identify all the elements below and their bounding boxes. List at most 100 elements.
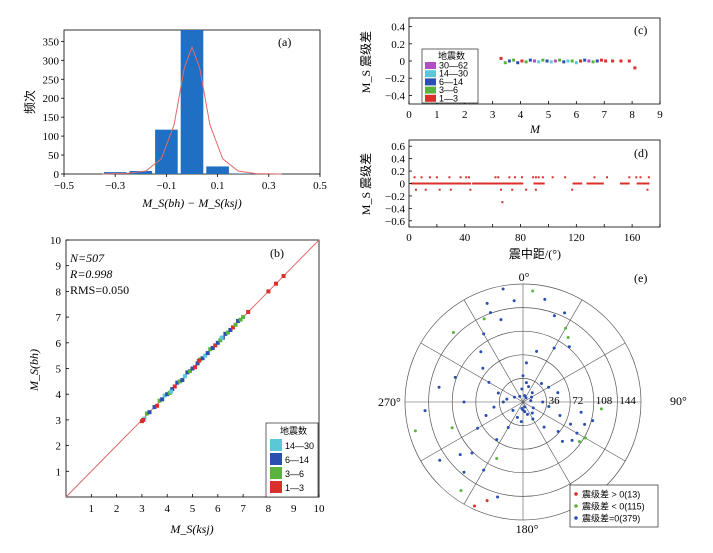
panel-d-point-38: [469, 182, 472, 185]
panel-d-point-24: [447, 182, 450, 185]
panel-e-point-76: [564, 326, 568, 330]
panel-c-ylabel: M_S 震级差: [359, 31, 373, 93]
panel-c-point-13: [553, 59, 557, 63]
panel-e-point-75: [524, 396, 528, 400]
panel-e-point-14: [540, 381, 544, 385]
panel-b-point-3: [147, 410, 152, 415]
panel-d-point-37: [467, 182, 470, 185]
panel-c-legend-swatch-1: [425, 70, 436, 78]
panel-b-point-4: [152, 405, 157, 410]
panel-e-point-38: [485, 499, 489, 503]
polar-angle-90: 90°: [670, 394, 687, 408]
panel-b-point-38: [241, 315, 246, 320]
panel-d-point-48: [485, 182, 488, 185]
panel-b-ytick-4: 5: [56, 364, 62, 376]
panel-d-point-73: [535, 182, 538, 185]
panel-d-point-43: [478, 182, 481, 185]
panel-c-xtick-7: 7: [601, 109, 607, 121]
panel-d-ytick-5: −0.4: [385, 203, 405, 215]
panel-d-point-27: [452, 182, 455, 185]
panel-e-point-11: [521, 374, 525, 378]
panel-d-point-76: [539, 182, 542, 185]
panel-c-point-18: [574, 61, 578, 65]
panel-d-point-107: [644, 182, 647, 185]
panel-d-point-122: [520, 176, 523, 179]
panel-e-point-8: [552, 346, 556, 350]
panel-e-point-41: [470, 451, 474, 455]
panel-d-point-132: [635, 176, 638, 179]
panel-b-xtick-0: 1: [89, 503, 95, 515]
panel-e-point-43: [484, 413, 488, 417]
histogram-bar-1: [129, 170, 153, 174]
histogram-bar-2: [155, 129, 178, 174]
panel-b-legend-title: 地震数: [280, 425, 307, 436]
panel-b-ytick-1: 2: [56, 441, 62, 453]
panel-b-point-28: [213, 343, 218, 348]
panel-d-point-145: [571, 188, 574, 191]
panel-c-scatter: 0 1 2 3 4 5 6 7 8 9 0.4 0.2 0 −0.2 −0.4 (c) M_S 震级差 M…: [359, 17, 663, 136]
panel-e-point-36: [482, 468, 486, 472]
panel-d-point-129: [593, 176, 596, 179]
panel-d-point-103: [638, 182, 641, 185]
panel-c-ytick-0: 0.4: [391, 22, 405, 34]
panel-e-point-52: [482, 317, 486, 321]
panel-d-ytick-3: 0: [400, 179, 406, 191]
panel-b-xtick-6: 7: [240, 503, 246, 515]
panel-d-point-31: [458, 182, 461, 185]
panel-b-point-17: [185, 370, 190, 375]
panel-b-legend-swatch-1: [270, 453, 282, 465]
panel-e-point-44: [492, 405, 496, 409]
panel-d-point-60: [504, 182, 507, 185]
panel-b-xtick-4: 5: [190, 503, 196, 515]
panel-e-point-2: [512, 299, 516, 303]
panel-d-point-22: [444, 182, 447, 185]
panel-d-point-81: [575, 182, 578, 185]
panel-d-ytick-6: −0.6: [385, 216, 405, 228]
panel-b-point-24: [203, 353, 208, 358]
panel-a-ylabel: 频次: [23, 90, 37, 114]
panel-d-point-14: [432, 182, 435, 185]
polar-spoke-60: [522, 342, 626, 403]
panel-d-point-7: [421, 182, 424, 185]
panel-d-point-72: [533, 182, 536, 185]
panel-d-point-124: [534, 176, 537, 179]
panel-e-legend-marker-2: [574, 516, 578, 520]
panel-e-point-83: [423, 409, 427, 413]
panel-d-point-130: [606, 176, 609, 179]
panel-e-point-10: [524, 361, 528, 365]
panel-e-point-26: [542, 425, 546, 429]
panel-d-point-68: [516, 182, 519, 185]
panel-e-point-46: [505, 397, 509, 401]
polar-radial-tick-2: 108: [596, 395, 613, 407]
panel-d-point-56: [498, 182, 501, 185]
panel-e-point-24: [599, 407, 603, 411]
panel-d-point-140: [500, 188, 503, 191]
panel-e-legend-marker-0: [574, 492, 578, 496]
panel-e-point-31: [520, 406, 524, 410]
panel-d-point-45: [481, 182, 484, 185]
panel-b-point-11: [170, 387, 175, 392]
panel-e-point-55: [499, 318, 503, 322]
panel-c-legend-label-0: 30—62: [439, 61, 468, 71]
panel-b-ylabel: M_S(bh): [27, 349, 41, 392]
panel-c-ytick-4: −0.4: [385, 90, 405, 102]
panel-d-point-12: [429, 182, 432, 185]
panel-b-scatter: 1 2 3 4 5 6 7 8 9 10 1 2 3 4 5 6 7 8 9 10 (b) N=507 R=0.99…: [27, 235, 325, 536]
panel-e-point-7: [567, 345, 571, 349]
panel-b-point-9: [165, 392, 170, 397]
panel-e-point-70: [511, 408, 515, 412]
panel-b-legend-label-2: 3—6: [285, 469, 304, 479]
panel-d-point-47: [484, 182, 487, 185]
panel-c-legend-swatch-2: [425, 78, 436, 86]
panel-c-xtick-9: 9: [657, 109, 663, 121]
panel-d-point-126: [541, 176, 544, 179]
panel-e-point-66: [531, 406, 535, 410]
panel-b-point-14: [177, 379, 182, 384]
panel-b-point-13: [175, 380, 180, 385]
panel-e-point-0: [531, 289, 535, 293]
panel-d-point-75: [538, 182, 541, 185]
panel-a-xtick-0: −0.5: [54, 180, 74, 192]
panel-e-point-82: [413, 429, 417, 433]
polar-radial-tick-0: 36: [549, 395, 561, 407]
panel-a-xtick-4: 0.3: [262, 180, 276, 192]
